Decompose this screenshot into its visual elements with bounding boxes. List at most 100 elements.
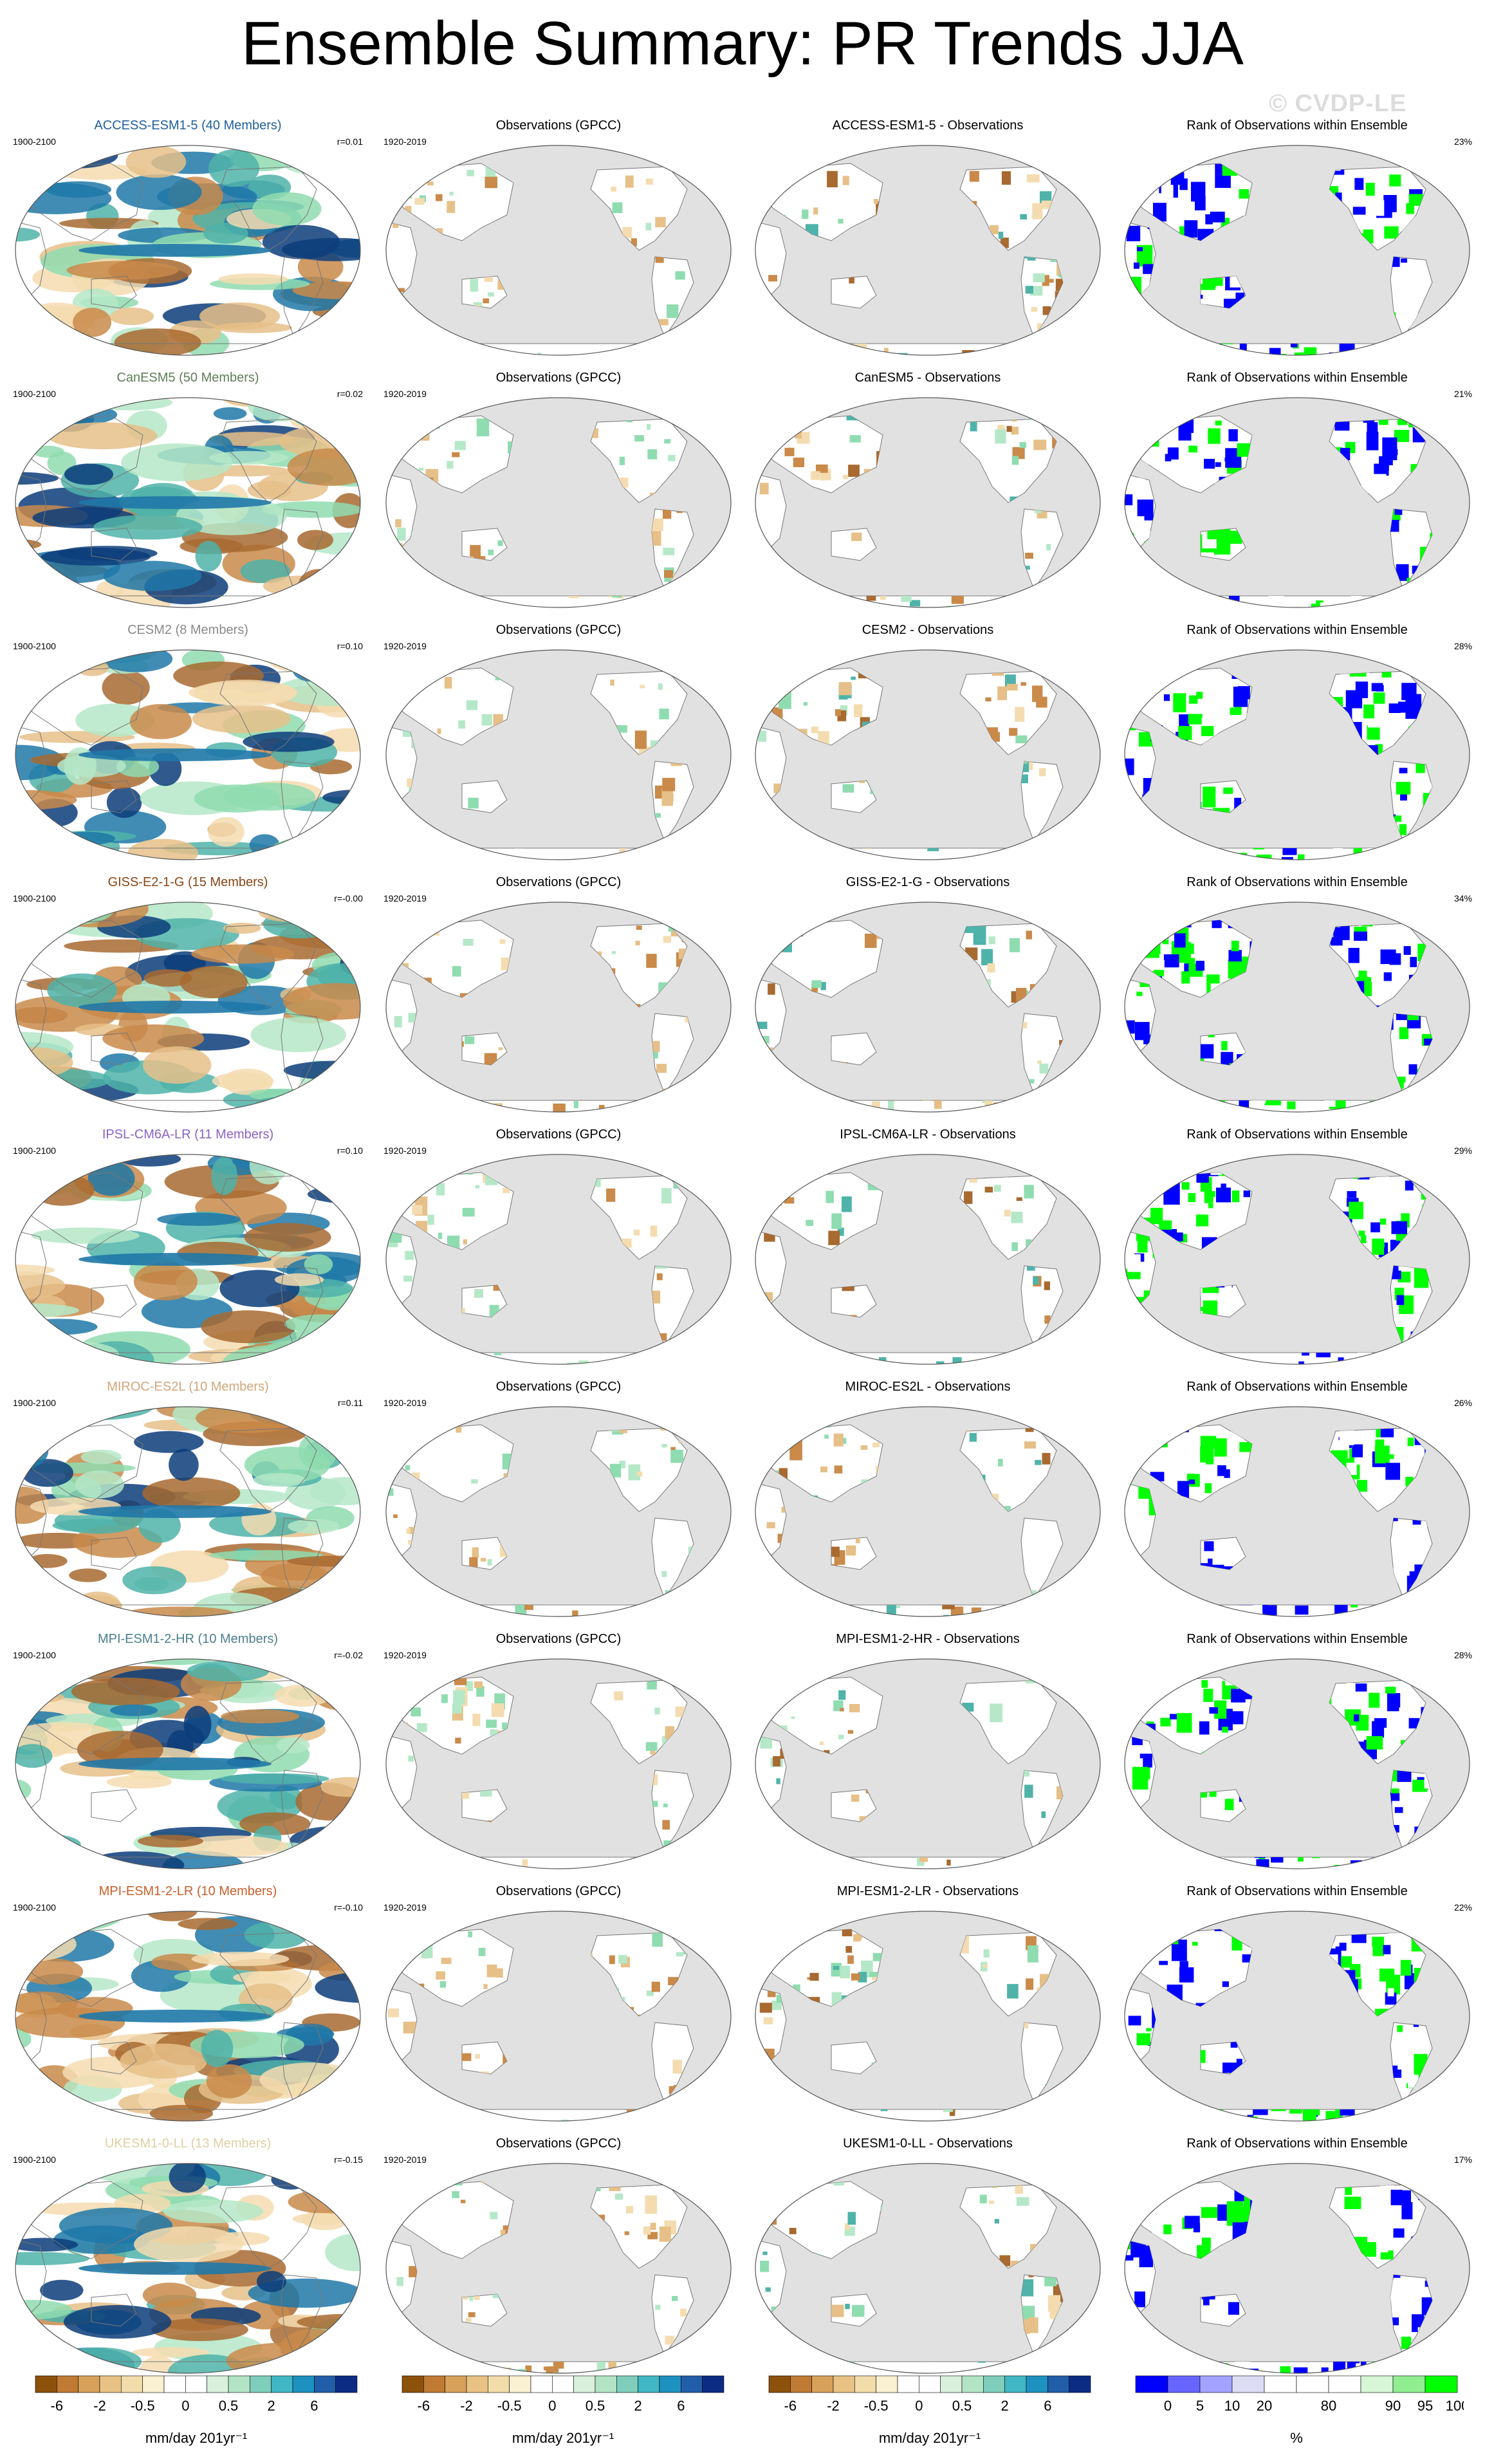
rank-cell <box>1154 346 1167 355</box>
trend-blob <box>102 670 150 705</box>
obs-title: Observations (GPCC) <box>495 1632 622 1646</box>
land-antarctica <box>1148 1352 1446 1364</box>
land-trend-cell <box>661 1188 672 1204</box>
land-trend-cell <box>1049 279 1054 283</box>
diff-title: MIROC-ES2L - Observations <box>845 1380 1011 1394</box>
rank-cell <box>1222 1981 1229 1987</box>
land-trend-cell <box>610 680 614 686</box>
land-trend-cell <box>851 1794 860 1802</box>
land-trend-cell <box>1094 698 1102 714</box>
land-trend-cell <box>655 217 666 228</box>
land-trend-cell <box>665 593 669 598</box>
land-trend-cell <box>708 307 712 313</box>
land-trend-cell <box>865 933 877 948</box>
rank-cell <box>1459 1319 1461 1326</box>
trend-blob <box>183 1705 212 1743</box>
rank-cell <box>1140 569 1149 580</box>
rank-cell <box>1457 1323 1461 1331</box>
rank-cell <box>1468 1330 1471 1336</box>
rank-cell <box>1131 830 1139 837</box>
land-australia <box>831 275 877 309</box>
land-trend-cell <box>776 1339 782 1344</box>
land-trend-cell <box>806 1111 815 1112</box>
land-trend-cell <box>497 540 503 546</box>
land-trend-cell <box>1039 1063 1049 1074</box>
rank-cell <box>1412 1169 1420 1178</box>
land-trend-cell <box>1082 1660 1087 1668</box>
rank-title: Rank of Observations within Ensemble <box>1186 1632 1408 1646</box>
land-trend-cell <box>389 669 400 681</box>
land-trend-cell <box>869 1972 878 1977</box>
land-trend-cell <box>1082 1570 1092 1586</box>
rank-cell <box>1135 1669 1141 1674</box>
land-antarctica <box>779 595 1077 607</box>
trend-blob <box>40 2279 84 2301</box>
land-trend-cell <box>436 156 445 158</box>
land-trend-cell <box>724 913 731 922</box>
land-trend-cell <box>763 413 773 423</box>
rank-cell <box>1281 857 1293 860</box>
rank-cell <box>1129 1561 1136 1567</box>
land-greenland <box>316 1416 353 1441</box>
land-trend-cell <box>708 696 713 701</box>
land-trend-cell <box>1006 683 1018 690</box>
land-trend-cell <box>1024 1784 1033 1798</box>
trend-blob <box>15 1911 100 1920</box>
rank-cell <box>1396 340 1414 355</box>
land-trend-cell <box>417 842 424 849</box>
rank-cell <box>1461 694 1466 698</box>
land-trend-cell <box>453 1690 465 1704</box>
rank-cell <box>1461 428 1471 439</box>
rank-cell <box>1138 914 1147 928</box>
model-label: CESM2 (8 Members) <box>127 623 248 637</box>
trend-blob <box>263 909 337 939</box>
rank-cell <box>1407 1438 1414 1447</box>
rank-cell <box>1379 1218 1387 1225</box>
land-africa <box>15 221 47 299</box>
land-trend-cell <box>475 1185 480 1189</box>
rank-cell <box>1130 671 1144 690</box>
land-trend-cell <box>1049 838 1058 848</box>
land-trend-cell <box>827 171 838 188</box>
rank-cell <box>1458 559 1461 568</box>
land-trend-cell <box>730 2328 732 2334</box>
rank-cell <box>1442 398 1452 405</box>
land-trend-cell <box>675 1922 686 1936</box>
trend-blob <box>286 398 360 412</box>
trend-blob <box>125 145 187 178</box>
rank-cell <box>1136 247 1143 252</box>
land-trend-cell <box>756 1021 768 1029</box>
obs-trend-panel: Observations (GPCC) 1920-2019 <box>378 875 739 1120</box>
land-trend-cell <box>475 1360 481 1364</box>
land-greenland <box>1425 1921 1462 1946</box>
model-label: MPI-ESM1-2-LR (10 Members) <box>98 1884 277 1898</box>
land-africa <box>15 1230 47 1308</box>
rank-cell <box>1163 580 1177 589</box>
land-trend-cell <box>703 1930 714 1943</box>
rank-cell <box>1200 1446 1214 1465</box>
land-trend-cell <box>704 1855 712 1864</box>
land-trend-cell <box>405 1250 414 1260</box>
land-trend-cell <box>650 1225 658 1237</box>
trend-blob <box>292 2212 349 2225</box>
land-trend-cell <box>711 553 718 559</box>
rank-cell <box>1256 855 1272 860</box>
rank-cell <box>1262 1605 1277 1616</box>
rank-cell <box>1451 1178 1459 1188</box>
rank-cell <box>1126 225 1141 241</box>
rank-cell <box>1372 1617 1386 1618</box>
land-trend-cell <box>785 2339 798 2357</box>
land-greenland <box>687 407 723 432</box>
land-trend-cell <box>998 232 1004 239</box>
land-africa <box>15 1734 47 1813</box>
rank-cell <box>1139 1754 1152 1768</box>
rank-cell <box>1462 790 1470 795</box>
rank-cell <box>1188 1349 1204 1364</box>
rank-cell <box>1214 1438 1227 1457</box>
diff-title: CESM2 - Observations <box>862 623 994 637</box>
rank-cell <box>1165 1614 1172 1616</box>
land-trend-cell <box>1042 1452 1051 1465</box>
rank-cell <box>1464 1934 1471 1945</box>
land-africa <box>15 2239 47 2317</box>
rank-cell <box>1468 777 1471 786</box>
